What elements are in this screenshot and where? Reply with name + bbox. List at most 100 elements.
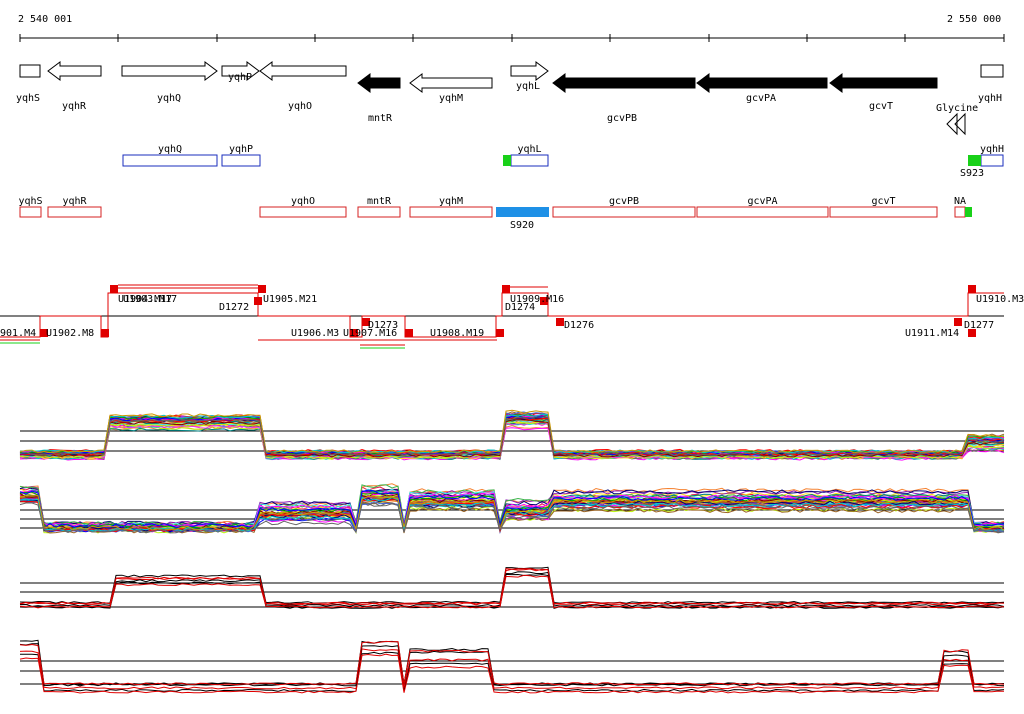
segment-marker — [502, 285, 510, 293]
segment-marker — [101, 329, 109, 337]
red-transcript-box — [954, 206, 966, 218]
red-transcript-box — [259, 206, 347, 218]
green-feature-box — [965, 207, 972, 217]
segment-marker — [254, 297, 262, 305]
gene-label: yqhR — [62, 101, 87, 112]
coordinate-ruler: 2 540 001 2 550 000 — [18, 14, 1005, 42]
red-transcript-box — [829, 206, 938, 218]
expression-profile-line — [19, 643, 1005, 687]
segment-label: U1909.M16 — [510, 294, 564, 305]
gene-label: yqhL — [516, 81, 540, 92]
segment-label: U1902.M8 — [46, 328, 94, 339]
segment-marker — [350, 329, 358, 337]
blue-transcript-label: yqhQ — [158, 144, 182, 155]
gene-label: yqhP — [228, 72, 252, 83]
expression-profile-line — [19, 640, 1005, 686]
red-transcript-box — [357, 206, 401, 218]
gene-label: yqhS — [16, 93, 40, 104]
green-feature-box — [968, 155, 981, 166]
segment-label: D1272 — [219, 302, 249, 313]
red-transcript-label: NA — [954, 196, 966, 207]
gene-label: yqhH — [978, 93, 1002, 104]
green-feature-box — [503, 155, 511, 166]
expression-panel-1 — [19, 409, 1005, 461]
red-transcript-label: gcvPA — [747, 196, 777, 207]
segment-label: U1910.M3 — [976, 294, 1024, 305]
expression-profile-line — [19, 494, 1005, 531]
segment-marker — [968, 285, 976, 293]
segment-marker — [258, 285, 266, 293]
gene-arrow — [829, 73, 938, 93]
blue-transcript-box — [122, 154, 218, 167]
red-transcript-label: gcvT — [871, 196, 895, 207]
blue-transcript-box — [510, 154, 549, 167]
segment-label: U1903.M17 — [123, 294, 177, 305]
red-transcript-box — [696, 206, 829, 218]
expression-panel-3 — [19, 566, 1005, 610]
segment-label: U1911.M14 — [905, 328, 959, 339]
gene-arrow — [980, 64, 1004, 78]
segment-marker — [954, 318, 962, 326]
gene-arrow — [357, 73, 401, 93]
segment-label: D1274 — [505, 302, 535, 313]
gene-label: yqhO — [288, 101, 312, 112]
segment-marker — [40, 329, 48, 337]
expression-profile-line — [19, 499, 1005, 533]
expression-panel-2 — [19, 483, 1005, 535]
segment-marker — [110, 285, 118, 293]
expression-profile-line — [19, 486, 1005, 526]
ruler-end-label: 2 550 000 — [947, 14, 1001, 25]
segment-label: U1904.M17 — [118, 294, 172, 305]
gene-label: gcvPB — [607, 113, 637, 124]
gene-label: yqhQ — [157, 93, 181, 104]
gene-arrow — [409, 73, 493, 93]
blue-transcript-label: yqhH — [980, 144, 1004, 155]
red-transcript-label: yqhO — [291, 196, 315, 207]
red-transcript-box — [552, 206, 696, 218]
segment-label: U1906.M3 — [291, 328, 339, 339]
expression-profile-line — [19, 566, 1005, 604]
segment-marker — [496, 329, 504, 337]
red-transcript-label: mntR — [367, 196, 392, 207]
expression-profile-line — [19, 568, 1005, 605]
segment-marker — [405, 329, 413, 337]
expression-profile-line — [19, 416, 1005, 456]
ruler-start-label: 2 540 001 — [18, 14, 72, 25]
gene-arrow — [19, 64, 41, 78]
red-transcript-label: yqhS — [18, 196, 42, 207]
gene-arrow — [259, 61, 347, 81]
gene-arrow — [510, 61, 549, 81]
segment-label: D1273 — [368, 320, 398, 331]
segment-marker — [540, 297, 548, 305]
segment-label: U1905.M21 — [263, 294, 317, 305]
riboswitch-label: Glycine — [936, 103, 978, 114]
segment-extent-lines — [0, 284, 548, 346]
gene-label: gcvPA — [746, 93, 776, 104]
expression-profile-line — [19, 419, 1005, 458]
expression-profile-line — [19, 651, 1005, 692]
blue-track-feature-label: S923 — [960, 168, 984, 179]
expression-profile-line — [19, 502, 1005, 534]
segment-label: D1276 — [564, 320, 594, 331]
expression-profile-line — [19, 648, 1005, 690]
red-track-feature-label: S920 — [510, 220, 534, 231]
segment-marker — [968, 329, 976, 337]
expression-profile-line — [19, 490, 1005, 528]
expression-profile-line — [19, 409, 1005, 454]
blue-transcript-box — [221, 154, 261, 167]
gene-arrow — [552, 73, 696, 93]
red-transcript-label: gcvPB — [609, 196, 639, 207]
expression-profile-line — [19, 496, 1005, 532]
red-transcript-box — [409, 206, 493, 218]
segment-label: D1277 — [964, 320, 994, 331]
segment-label: 901.M4 — [0, 328, 36, 339]
blue-transcript-box — [980, 154, 1004, 167]
expression-profile-line — [19, 639, 1005, 686]
cyan-feature-box — [496, 207, 549, 217]
gene-arrow — [121, 61, 218, 81]
gene-arrow — [47, 61, 102, 81]
expression-profile-line — [19, 653, 1005, 694]
red-transcript-box — [19, 206, 42, 218]
